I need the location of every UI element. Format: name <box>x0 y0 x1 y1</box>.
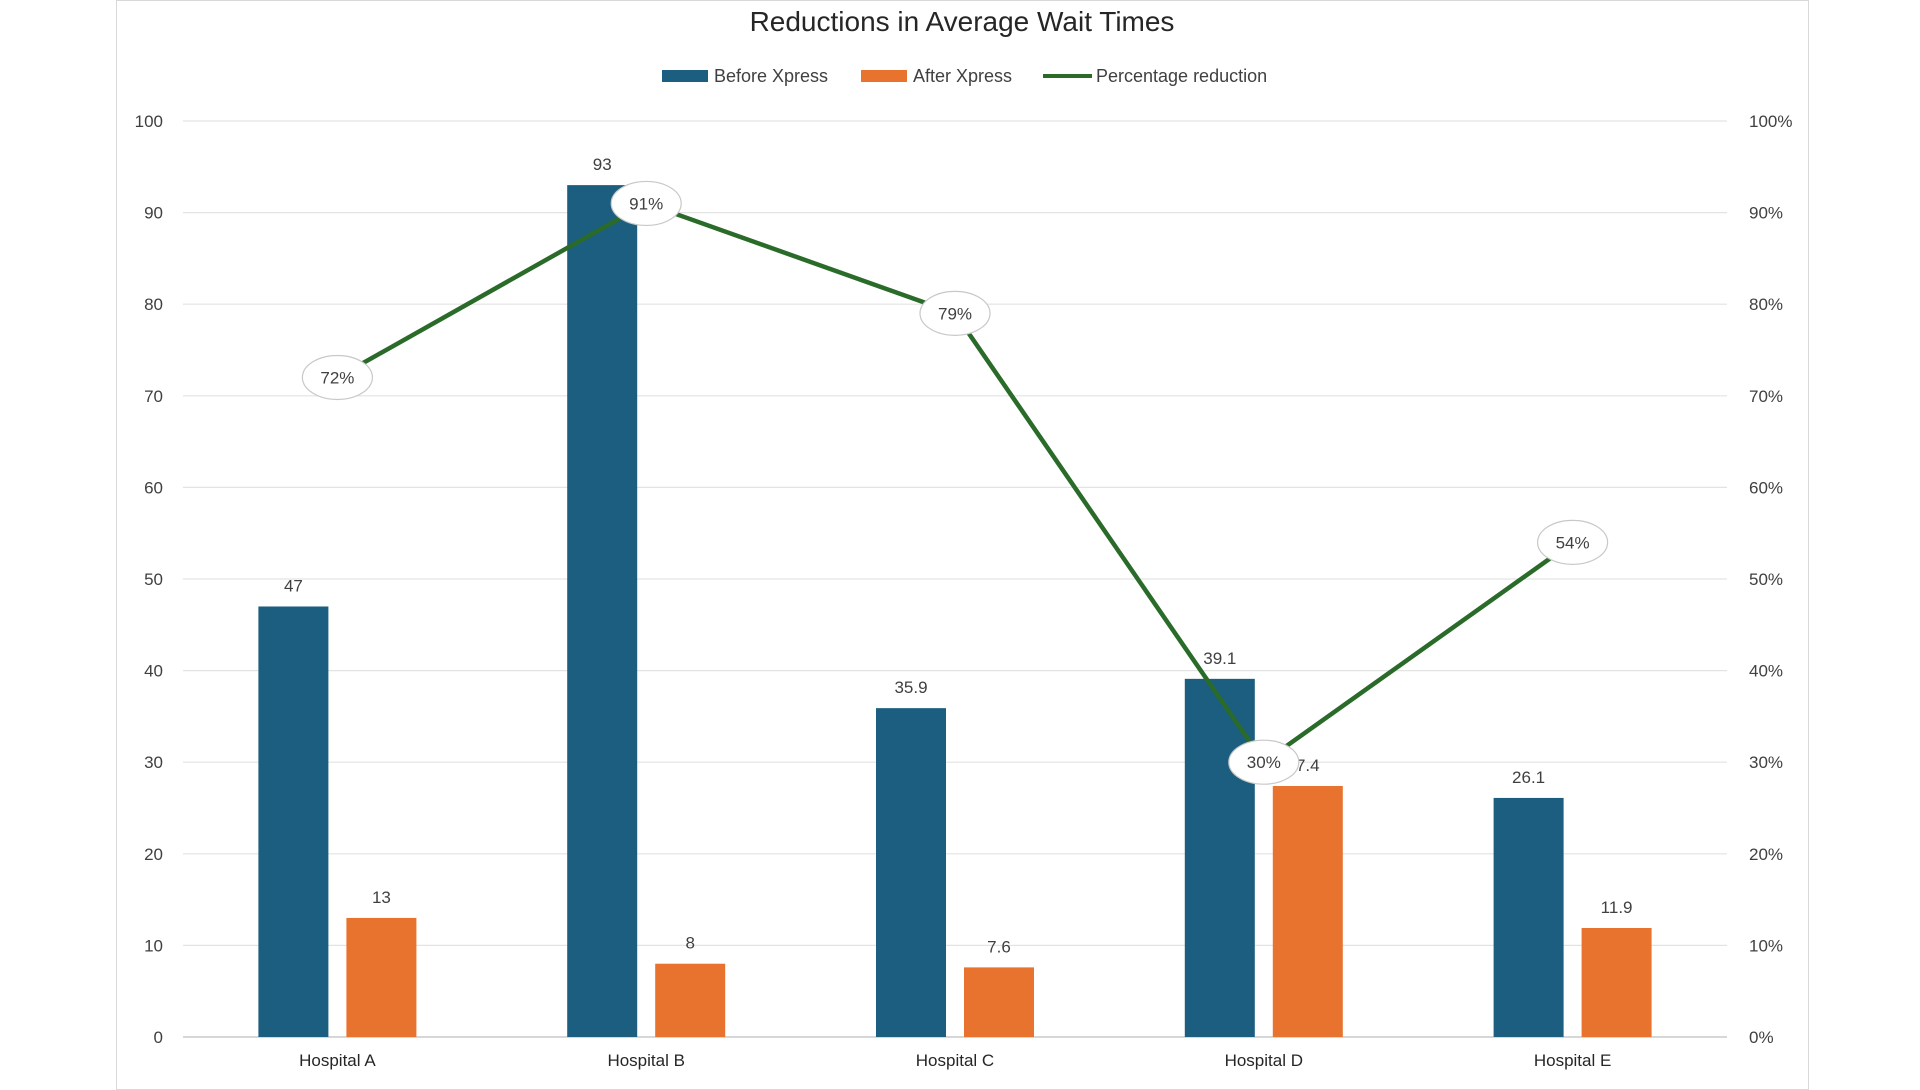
legend-label-after: After Xpress <box>913 66 1012 86</box>
bar-before[interactable] <box>1184 678 1255 1037</box>
y2-tick-label: 40% <box>1749 662 1783 681</box>
y-tick-label: 90 <box>144 204 163 223</box>
legend-swatch-after <box>861 70 907 82</box>
y-axis-left: 0 10 20 30 40 50 60 70 80 90 100 <box>135 112 163 1047</box>
bar-after[interactable] <box>655 963 726 1037</box>
bar-before[interactable] <box>567 185 638 1037</box>
bar-after[interactable] <box>1272 786 1343 1037</box>
bar-value-label: 26.1 <box>1512 768 1545 787</box>
y-tick-label: 20 <box>144 845 163 864</box>
y-axis-right: 0% 10% 20% 30% 40% 50% 60% 70% 80% 90% 100% <box>1749 112 1792 1047</box>
legend-item-after[interactable]: After Xpress <box>861 66 1012 86</box>
bar-value-label: 47 <box>284 576 303 595</box>
percentage-label: 91% <box>629 194 663 213</box>
bar-before[interactable] <box>1493 797 1564 1037</box>
y2-tick-label: 60% <box>1749 478 1783 497</box>
legend-item-before[interactable]: Before Xpress <box>662 66 828 86</box>
legend-item-percentage[interactable]: Percentage reduction <box>1043 66 1267 86</box>
percentage-line[interactable] <box>336 201 1574 765</box>
chart-title: Reductions in Average Wait Times <box>750 6 1175 37</box>
percentage-line-layer: 72% 91% 79% 30% 54% <box>301 180 1609 785</box>
bar-value-label: 13 <box>372 888 391 907</box>
y-tick-label: 0 <box>154 1028 163 1047</box>
y2-tick-label: 50% <box>1749 570 1783 589</box>
legend-label-percentage: Percentage reduction <box>1096 66 1267 86</box>
y-tick-label: 10 <box>144 936 163 955</box>
percentage-point[interactable] <box>1536 519 1609 565</box>
category-label: Hospital D <box>1225 1051 1303 1070</box>
y-tick-label: 60 <box>144 478 163 497</box>
legend: Before Xpress After Xpress Percentage re… <box>662 66 1267 86</box>
bar-value-label: 11.9 <box>1601 898 1633 917</box>
category-labels: Hospital A Hospital B Hospital C Hospital D… <box>299 1051 1611 1070</box>
bar-after[interactable] <box>964 967 1034 1037</box>
bar-value-label: 7.4 <box>1296 756 1320 775</box>
percentage-label: 30% <box>1247 753 1281 772</box>
bar-value-label: 35.9 <box>894 678 927 697</box>
y-tick-label: 80 <box>144 295 163 314</box>
y2-tick-label: 90% <box>1749 204 1783 223</box>
percentage-label: 54% <box>1556 533 1590 552</box>
percentage-point[interactable] <box>919 290 991 336</box>
bars <box>258 185 1652 1037</box>
bar-before[interactable] <box>258 606 329 1037</box>
y2-tick-label: 10% <box>1749 936 1783 955</box>
y2-tick-label: 20% <box>1749 845 1783 864</box>
bar-after[interactable] <box>346 917 417 1037</box>
y2-tick-label: 30% <box>1749 753 1783 772</box>
y-tick-label: 70 <box>144 387 163 406</box>
y2-tick-label: 0% <box>1749 1028 1774 1047</box>
percentage-point[interactable] <box>610 180 682 227</box>
y2-tick-label: 70% <box>1749 387 1783 406</box>
y-tick-label: 30 <box>144 753 163 772</box>
bar-value-label: 7.6 <box>987 937 1011 956</box>
percentage-point[interactable] <box>1228 739 1300 785</box>
y2-tick-label: 80% <box>1749 295 1783 314</box>
y-tick-label: 40 <box>144 662 163 681</box>
bar-labels: 47 13 93 8 35.9 7.6 39.1 7.4 26.1 11.9 <box>284 155 1633 956</box>
y-tick-label: 50 <box>144 570 163 589</box>
y-tick-label: 100 <box>135 112 163 131</box>
legend-label-before: Before Xpress <box>714 66 828 86</box>
bar-before[interactable] <box>876 708 946 1037</box>
category-label: Hospital A <box>299 1051 376 1070</box>
y2-tick-label: 100% <box>1749 112 1792 131</box>
legend-swatch-before <box>662 70 708 82</box>
bar-value-label: 8 <box>685 934 694 953</box>
percentage-label: 79% <box>938 304 972 323</box>
percentage-point[interactable] <box>301 354 373 401</box>
category-label: Hospital B <box>607 1051 684 1070</box>
bar-value-label: 39.1 <box>1203 649 1236 668</box>
category-label: Hospital E <box>1534 1051 1611 1070</box>
bar-after[interactable] <box>1581 927 1652 1037</box>
bar-value-label: 93 <box>593 155 612 174</box>
percentage-label: 72% <box>320 368 354 387</box>
category-label: Hospital C <box>916 1051 994 1070</box>
